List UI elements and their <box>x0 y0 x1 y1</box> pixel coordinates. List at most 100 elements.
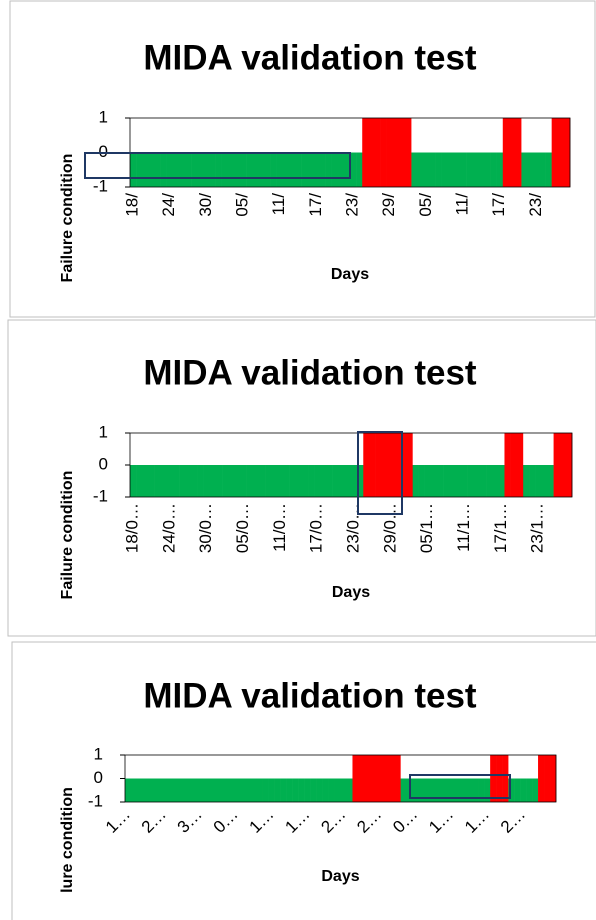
bar <box>220 778 228 802</box>
bar <box>551 118 559 187</box>
x-tick-label: 29/0… <box>380 503 399 553</box>
bar <box>405 118 412 187</box>
bar <box>203 465 211 497</box>
bar <box>442 778 449 802</box>
y-tick-label: 0 <box>99 142 108 161</box>
bar <box>268 778 275 802</box>
bar <box>246 152 253 187</box>
bar <box>250 778 257 802</box>
x-tick-label: 05/0… <box>233 503 252 553</box>
bar <box>375 433 382 497</box>
x-tick-label: 05/ <box>416 193 435 217</box>
bar <box>196 778 204 802</box>
bar <box>498 465 505 497</box>
bar <box>252 152 259 187</box>
x-axis-label: Days <box>331 266 369 283</box>
bar <box>400 778 407 802</box>
x-tick-label: 0… <box>389 805 421 837</box>
bar <box>424 778 431 802</box>
bar <box>436 778 443 802</box>
bar <box>553 433 561 497</box>
bar <box>496 755 503 802</box>
bar <box>125 778 132 802</box>
bar <box>350 152 357 187</box>
x-tick-label: 17/ <box>489 193 508 217</box>
bar <box>232 778 240 802</box>
bar <box>398 118 406 187</box>
bar <box>393 433 401 497</box>
bar <box>283 465 290 497</box>
bar <box>286 778 293 802</box>
bar <box>142 152 149 187</box>
bar <box>351 465 358 497</box>
bar <box>455 465 462 497</box>
bar <box>136 465 143 497</box>
bar <box>478 778 485 802</box>
bar <box>343 152 351 187</box>
bar <box>532 778 539 802</box>
bar <box>270 152 277 187</box>
bar <box>417 152 424 187</box>
bar <box>522 465 530 497</box>
bar <box>208 778 216 802</box>
bar <box>252 465 260 497</box>
bar <box>376 755 383 802</box>
bar <box>222 465 229 497</box>
bar <box>246 465 254 497</box>
bar <box>244 778 252 802</box>
bar <box>369 433 376 497</box>
bar <box>319 152 326 187</box>
x-tick-label: 0… <box>210 805 242 837</box>
bar <box>550 755 557 802</box>
bar <box>447 152 455 187</box>
bar <box>430 465 438 497</box>
charts: MIDA validation test Failure condition Day… <box>59 38 573 893</box>
bar <box>334 778 341 802</box>
bar <box>541 465 548 497</box>
x-axis-label: Days <box>321 868 359 885</box>
x-tick-label: 1… <box>246 805 278 837</box>
chart-title: MIDA validation test <box>143 353 477 392</box>
bar <box>436 465 444 497</box>
annotation-box <box>84 152 351 179</box>
bar <box>130 152 137 187</box>
bar <box>234 465 241 497</box>
bar <box>172 465 180 497</box>
bar <box>264 152 271 187</box>
y-tick-label: 1 <box>94 744 103 763</box>
bar <box>496 152 504 187</box>
bar <box>179 465 186 497</box>
x-tick-label: 2… <box>138 805 170 837</box>
bar <box>233 152 241 187</box>
bar <box>544 755 551 802</box>
annotation-box <box>357 431 403 515</box>
bar <box>535 465 542 497</box>
bar <box>520 778 527 802</box>
bar <box>298 778 305 802</box>
chart-title: MIDA validation test <box>143 676 477 715</box>
bar <box>363 433 370 497</box>
bar <box>154 778 162 802</box>
bar <box>326 465 333 497</box>
bar <box>412 465 419 497</box>
bar <box>276 152 284 187</box>
bar <box>508 118 516 187</box>
x-tick-label: 1… <box>461 805 493 837</box>
bar <box>368 118 375 187</box>
bar <box>364 755 371 802</box>
bar <box>190 778 198 802</box>
bar <box>490 152 497 187</box>
bar <box>484 778 491 802</box>
bar <box>209 465 217 497</box>
bar <box>320 465 327 497</box>
bar <box>184 778 192 802</box>
bar <box>441 152 449 187</box>
bar <box>148 778 156 802</box>
x-tick-label: 11/ <box>269 193 288 216</box>
bar <box>514 778 521 802</box>
bar <box>418 778 425 802</box>
bar <box>332 465 340 497</box>
x-tick-label: 23/0… <box>344 503 363 553</box>
bar <box>381 433 389 497</box>
